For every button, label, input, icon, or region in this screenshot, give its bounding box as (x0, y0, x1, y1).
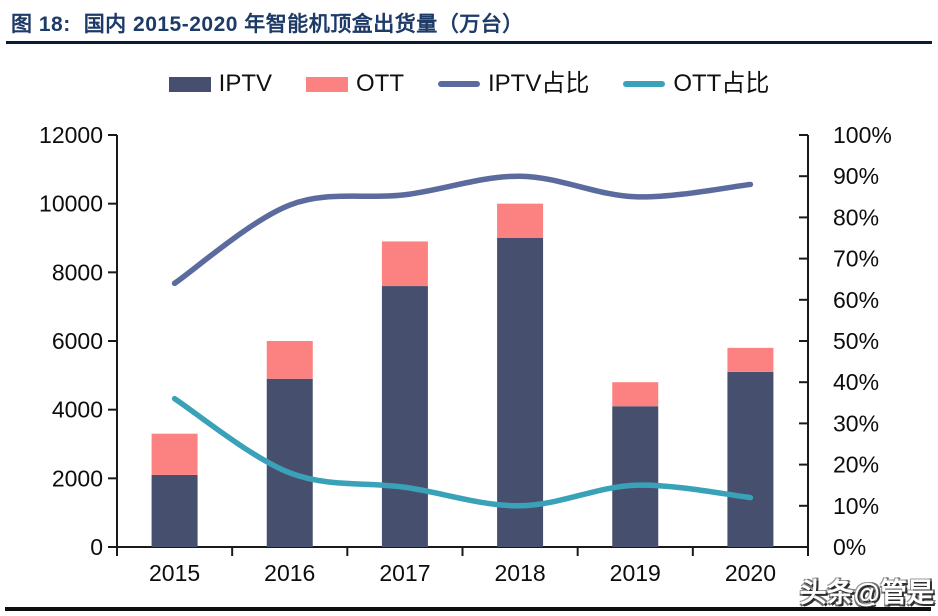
bar-ott-2015 (151, 433, 198, 475)
legend-label-ott-share: OTT占比 (673, 70, 770, 97)
bottom-rule (5, 607, 931, 611)
right-axis-tick-label: 100% (833, 122, 892, 148)
chart-legend: IPTV OTT IPTV占比 OTT占比 (0, 66, 938, 102)
legend-swatch-ott (306, 76, 348, 92)
figure-title-row: 图 18: 国内 2015-2020 年智能机顶盒出货量（万台） (11, 8, 524, 38)
legend-swatch-iptv (168, 76, 211, 92)
left-axis-tick-label: 6000 (52, 328, 103, 354)
legend-label-ott: OTT (356, 70, 404, 97)
x-axis-category-label: 2019 (610, 560, 661, 586)
line-iptv-share (171, 173, 754, 287)
x-axis-category-label: 2020 (725, 560, 776, 586)
right-axis-tick-label: 20% (833, 452, 879, 478)
legend-label-iptv: IPTV (218, 70, 272, 97)
bar-iptv-2017 (381, 286, 428, 547)
bar-iptv-2018 (497, 238, 544, 547)
line-ott-share (171, 395, 754, 509)
legend-item-ott: OTT (306, 72, 404, 96)
right-axis-tick-label: 90% (833, 163, 879, 189)
legend-swatch-ott-share (623, 81, 666, 87)
bar-iptv-2015 (151, 474, 198, 547)
right-axis-tick-label: 70% (833, 246, 879, 272)
legend-item-iptv-share: IPTV占比 (438, 72, 589, 96)
bar-ott-2017 (381, 241, 428, 287)
left-axis-tick-label: 12000 (39, 122, 103, 148)
right-axis-tick-label: 30% (833, 410, 879, 436)
right-axis-tick-label: 80% (833, 204, 879, 230)
x-axis-category-label: 2017 (379, 560, 430, 586)
bar-ott-2018 (497, 203, 544, 238)
x-axis-category-label: 2018 (494, 560, 545, 586)
bar-iptv-2020 (727, 371, 774, 547)
x-axis-category-label: 2016 (264, 560, 315, 586)
legend-item-ott-share: OTT占比 (623, 72, 769, 96)
x-axis-category-label: 2015 (149, 560, 200, 586)
right-axis-tick-label: 60% (833, 287, 879, 313)
left-axis-tick-label: 4000 (52, 397, 103, 423)
right-axis-tick-label: 40% (833, 369, 879, 395)
title-underline (6, 41, 932, 44)
left-axis-tick-label: 8000 (52, 259, 103, 285)
legend-label-iptv-share: IPTV占比 (488, 70, 590, 97)
left-axis-tick-label: 10000 (39, 191, 103, 217)
legend-item-iptv: IPTV (168, 70, 272, 97)
right-axis-tick-label: 10% (833, 493, 879, 519)
bar-ott-2020 (727, 347, 774, 372)
bar-ott-2019 (612, 382, 659, 407)
right-axis-tick-label: 0% (833, 534, 866, 560)
left-axis-tick-label: 2000 (52, 465, 103, 491)
legend-swatch-iptv-share (438, 81, 480, 87)
bar-ott-2016 (266, 341, 313, 379)
left-axis-tick-label: 0 (90, 534, 103, 560)
bar-iptv-2019 (612, 406, 659, 547)
watermark: 头条@管是 (799, 578, 934, 608)
figure-title: 国内 2015-2020 年智能机顶盒出货量（万台） (83, 13, 524, 36)
figure-label: 图 18: (11, 13, 71, 36)
right-axis-tick-label: 50% (833, 328, 879, 354)
